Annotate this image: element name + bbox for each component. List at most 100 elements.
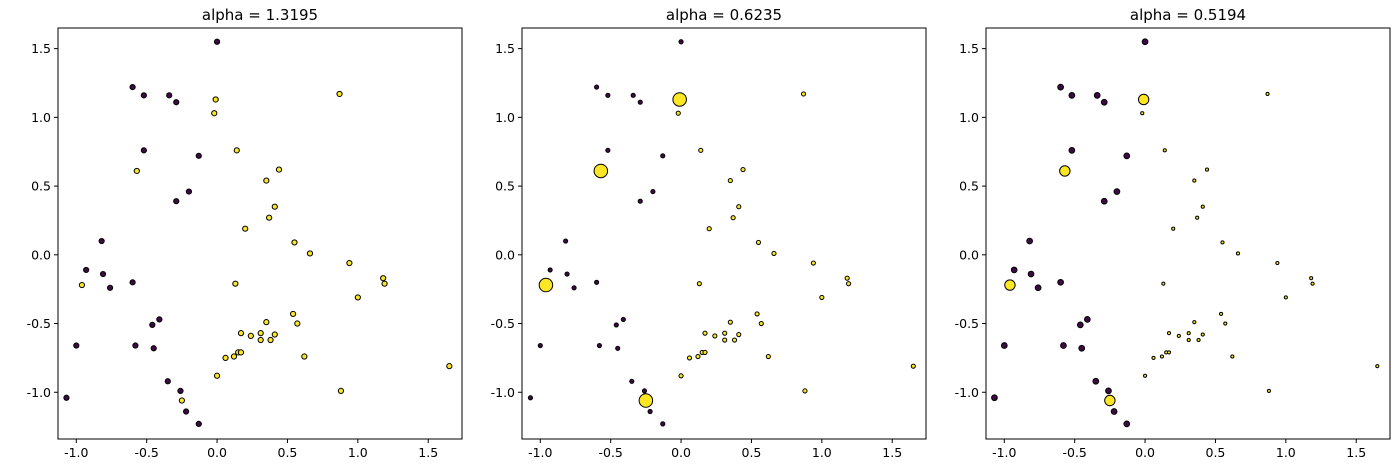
- plot-frame: [985, 27, 1391, 440]
- data-point: [765, 353, 771, 360]
- y-tick-label: 1.5: [495, 41, 515, 56]
- data-point: [291, 239, 298, 246]
- data-point: [247, 332, 254, 340]
- data-point: [1223, 321, 1228, 326]
- data-point: [263, 177, 270, 184]
- data-point: [1375, 364, 1380, 369]
- data-point: [337, 387, 345, 394]
- y-tick-label: 0.0: [495, 247, 515, 262]
- data-point: [132, 342, 139, 349]
- chart-title: alpha = 1.3195: [202, 6, 318, 24]
- data-point: [1161, 281, 1166, 286]
- data-point: [641, 388, 648, 394]
- data-point: [629, 378, 635, 384]
- data-point: [731, 337, 738, 343]
- plot-frame: [57, 27, 463, 440]
- data-point: [845, 281, 852, 287]
- data-point: [1076, 321, 1084, 329]
- x-tick-label: -1.0: [64, 445, 88, 460]
- data-point: [1309, 276, 1314, 281]
- data-point: [1105, 387, 1112, 395]
- data-point: [1230, 354, 1235, 359]
- data-point: [740, 167, 746, 173]
- data-point: [230, 353, 238, 360]
- data-point: [1068, 91, 1076, 99]
- data-point: [571, 285, 577, 291]
- data-point: [211, 110, 218, 117]
- data-point: [140, 92, 147, 99]
- data-point: [271, 203, 278, 210]
- data-point: [306, 250, 314, 257]
- data-point: [1200, 332, 1205, 337]
- data-point: [800, 91, 807, 97]
- data-point: [605, 92, 611, 98]
- data-point: [267, 336, 274, 344]
- data-point: [1123, 420, 1131, 428]
- data-point: [1141, 38, 1149, 46]
- data-point: [212, 96, 219, 103]
- scatter-plot-1: alpha = 1.3195 -1.0 -0.5 0.0 0.5 1.0 1.5 -1.0 -0…: [27, 6, 463, 460]
- data-point: [686, 355, 693, 361]
- data-point: [564, 271, 570, 277]
- data-point: [99, 270, 107, 278]
- data-point: [166, 92, 173, 99]
- data-point: [1123, 152, 1131, 160]
- data-point: [1100, 197, 1108, 205]
- data-point: [222, 354, 229, 361]
- data-point: [844, 275, 850, 281]
- data-point: [594, 279, 600, 285]
- data-point: [727, 319, 733, 325]
- data-point: [237, 330, 245, 337]
- data-point: [730, 215, 736, 221]
- data-point: [1166, 331, 1172, 336]
- data-point: [336, 90, 343, 98]
- x-tick-label: 0.0: [1135, 445, 1155, 460]
- data-point: [637, 198, 643, 204]
- data-point: [289, 310, 297, 318]
- chart-title: alpha = 0.6235: [666, 6, 782, 24]
- data-point: [1151, 355, 1156, 360]
- y-tick-label: 0.0: [31, 247, 51, 262]
- data-point: [650, 188, 656, 195]
- y-tick-label: 1.5: [31, 41, 51, 56]
- y-tick-label: 0.5: [959, 179, 979, 194]
- chart-title: alpha = 0.5194: [1130, 6, 1246, 24]
- y-tick-label: 0.0: [959, 247, 979, 262]
- data-point: [294, 320, 301, 327]
- y-tick-label: 0.5: [31, 179, 51, 194]
- data-point: [672, 92, 687, 107]
- data-point: [722, 330, 728, 336]
- data-point: [991, 394, 998, 402]
- x-tick-label: 1.0: [348, 445, 368, 460]
- data-point: [620, 316, 626, 322]
- data-point: [613, 322, 619, 328]
- data-point: [630, 92, 636, 98]
- data-point: [275, 166, 283, 173]
- data-point: [660, 153, 666, 159]
- data-point: [802, 388, 808, 394]
- data-point: [1265, 91, 1270, 97]
- data-point: [354, 294, 361, 301]
- data-point: [446, 363, 453, 370]
- data-point: [1162, 148, 1167, 153]
- data-point: [1220, 240, 1225, 245]
- data-point: [156, 316, 163, 323]
- data-point: [696, 281, 702, 287]
- x-tick-label: 0.0: [671, 445, 691, 460]
- y-tick-label: -1.0: [491, 385, 515, 400]
- data-point: [638, 393, 654, 408]
- scatter-plot-2: alpha = 0.6235 -1.0 -0.5 0.0 0.5 1.0 1.5 -1.0 -0…: [491, 6, 927, 460]
- x-tick-label: 1.0: [812, 445, 832, 460]
- x-tick-label: -1.0: [528, 445, 552, 460]
- data-point: [1192, 320, 1197, 325]
- data-point: [771, 250, 777, 257]
- data-point: [910, 363, 916, 369]
- x-tick-label: -0.5: [598, 445, 622, 460]
- data-point: [271, 331, 278, 338]
- data-point: [547, 267, 553, 273]
- data-point: [1235, 251, 1241, 256]
- data-point: [129, 84, 136, 91]
- y-tick-label: -1.0: [955, 385, 979, 400]
- data-point: [712, 333, 718, 339]
- y-tick-label: -0.5: [27, 316, 51, 331]
